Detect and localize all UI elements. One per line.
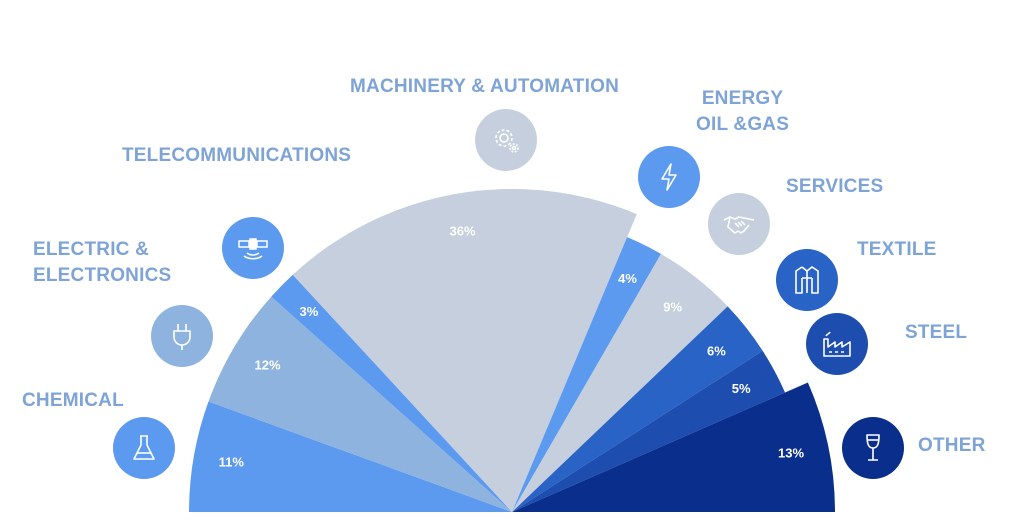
label-electric-electronics: ELECTRIC & ELECTRONICS (33, 239, 172, 286)
label-energy-oil-gas: ENERGY OIL &GAS (696, 88, 790, 135)
label-chemical: CHEMICAL (22, 390, 124, 411)
slice-services (512, 254, 728, 512)
label-telecommunications: TELECOMMUNICATIONS (122, 145, 352, 166)
satellite-icon (222, 217, 284, 279)
handshake-icon (708, 193, 770, 255)
slice-machinery-automation (293, 189, 637, 512)
slice-textile (512, 306, 763, 512)
data-label-energy-oil-gas: 4% (618, 271, 637, 286)
lightning-icon (638, 146, 700, 208)
data-label-services: 9% (663, 300, 682, 315)
slice-other (512, 383, 835, 513)
label-steel: STEEL (905, 322, 968, 343)
data-label-steel: 5% (732, 381, 751, 396)
data-label-telecommunications: 3% (300, 304, 319, 319)
wine-glass-icon (842, 417, 904, 479)
flask-icon (113, 417, 175, 479)
slice-electric-electronics (209, 297, 513, 512)
label-services: SERVICES (786, 176, 884, 197)
data-label-textile: 6% (707, 343, 726, 358)
label-machinery-automation: MACHINERY & AUTOMATION (350, 76, 619, 97)
gear-icon (475, 109, 537, 171)
label-textile: TEXTILE (857, 239, 937, 260)
data-label-machinery-automation: 36% (449, 223, 475, 238)
label-other: OTHER (918, 435, 986, 456)
plug-icon (151, 305, 213, 367)
slice-steel (512, 351, 785, 512)
data-label-chemical: 11% (219, 455, 245, 470)
factory-icon (806, 313, 868, 375)
data-label-electric-electronics: 12% (254, 358, 280, 373)
chart-slices (189, 189, 835, 512)
slice-telecommunications (271, 275, 512, 512)
slice-energy-oil-gas (512, 237, 661, 512)
shirt-icon (776, 249, 838, 311)
data-label-other: 13% (778, 446, 804, 461)
slice-chemical (189, 402, 512, 513)
chart-data-labels: 11% 12% 3% 36% 4% 9% 6% 5% 13% (219, 223, 805, 469)
